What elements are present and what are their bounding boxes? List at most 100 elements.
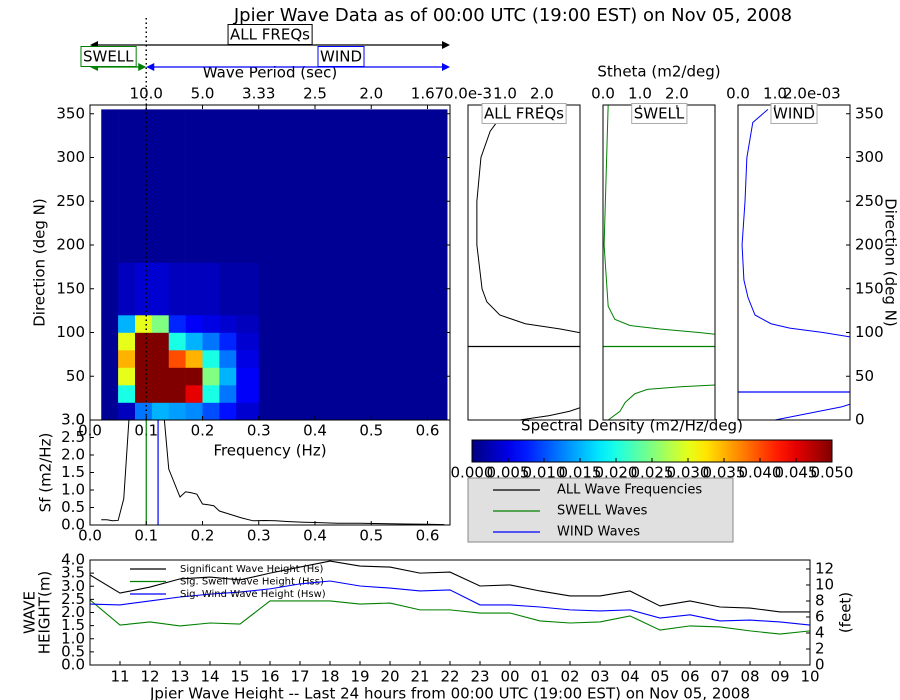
heatmap-cell [219, 315, 237, 333]
x-tick-label: 0.5 [359, 422, 383, 440]
label-box [770, 103, 818, 124]
x2-tick-label: 2.5 [303, 85, 327, 103]
x-tick-label: 2.0 [665, 85, 689, 103]
x-tick-label: 0.3 [247, 422, 271, 440]
heatmap-cell [168, 350, 186, 368]
annotation: WIND [320, 48, 362, 66]
x2-axis-title: Wave Period (sec) [203, 64, 337, 82]
y-tick-label: 100 [855, 323, 884, 341]
y-tick-label: 200 [56, 236, 85, 254]
heatmap-cell [151, 367, 170, 386]
x-tick-label: 1.0 [763, 85, 787, 103]
x-tick-label: 19 [350, 668, 369, 686]
heatmap-cell [151, 262, 170, 316]
arrow-head [442, 63, 450, 71]
x-tick-label: 14 [200, 668, 219, 686]
y-tick-label: 3.0 [61, 577, 85, 595]
colorbar-tick-label: 0.010 [523, 464, 566, 482]
x-tick-label: 1.0 [493, 85, 517, 103]
y2-axis-title: (feet) [837, 592, 855, 633]
legend-label: Sig. Swell Wave Height (Hss) [180, 577, 324, 588]
y-axis-title: Direction (deg N) [882, 198, 900, 327]
annotation: ALL FREQs [230, 26, 310, 44]
x-tick-label: 0.4 [303, 422, 327, 440]
y-tick-label: 2.5 [61, 428, 85, 446]
y-tick-label: 3.5 [61, 564, 85, 582]
x-tick-label: 0.0e-3 [444, 85, 492, 103]
x-tick-label: 0.6 [416, 422, 440, 440]
x-tick-label: 1.0 [628, 85, 652, 103]
y2-tick-label: 12 [815, 559, 834, 577]
x-tick-label: 16 [260, 668, 279, 686]
heatmap-cell [135, 109, 153, 263]
y-tick-label: 50 [855, 367, 874, 385]
x-axis-title: Frequency (Hz) [213, 442, 326, 460]
heatmap-cell [258, 367, 448, 386]
x-tick-label: 07 [710, 668, 729, 686]
x-tick-label: 04 [620, 668, 639, 686]
label-box [481, 103, 567, 124]
heatmap-cell [118, 262, 136, 316]
heatmap-cell [258, 385, 448, 403]
arrow-head [138, 63, 147, 71]
heatmap-cell [202, 367, 220, 386]
legend-label: SWELL Waves [557, 504, 648, 519]
y-axis-title: HEIGHT(m) [36, 571, 54, 655]
heatmap-cell [185, 332, 203, 351]
heatmap-cell [236, 262, 260, 316]
x-tick-label: 15 [230, 668, 249, 686]
y2-tick-label: 6 [815, 607, 825, 625]
heatmap-cell [258, 332, 448, 351]
heatmap-cell [151, 385, 170, 403]
heatmap-cell [135, 350, 153, 368]
colorbar-tick-label: 0.045 [775, 464, 818, 482]
y-tick-label: 150 [56, 279, 85, 297]
x-tick-label: 11 [110, 668, 129, 686]
legend-label: Sig. Wind Wave Height (Hsw) [180, 589, 326, 600]
y-tick-label: 350 [855, 104, 884, 122]
y-tick-label: 4.0 [61, 551, 85, 569]
heatmap-cell [185, 367, 203, 386]
x-tick-label: 0.2 [191, 422, 215, 440]
heatmap-cell [118, 315, 136, 333]
series-line [90, 580, 810, 626]
y-tick-label: 1.0 [61, 629, 85, 647]
x-tick-label: 20 [380, 668, 399, 686]
x-tick-label: 05 [650, 668, 669, 686]
colorbar-tick-label: 0.035 [703, 464, 746, 482]
heatmap-cell [236, 350, 260, 368]
x-tick-label: 0.0 [591, 85, 615, 103]
heatmap-cell [202, 109, 220, 263]
heatmap-cell [118, 402, 136, 421]
heatmap-cell [168, 262, 186, 316]
x2-tick-label: 3.33 [242, 85, 275, 103]
arrow-head [146, 63, 155, 71]
x-axis-title: Stheta (m2/deg) [597, 63, 720, 81]
y-tick-label: 250 [855, 192, 884, 210]
x2-tick-label: 1.67 [411, 85, 444, 103]
heatmap-cell [118, 350, 136, 368]
y-tick-label: 350 [56, 104, 85, 122]
heatmap-cell [101, 367, 119, 386]
x2-tick-label: 10.0 [130, 85, 163, 103]
label-box [227, 24, 313, 45]
x-tick-label: 02 [560, 668, 579, 686]
heatmap-cell [219, 332, 237, 351]
heatmap-cell [101, 402, 119, 421]
legend-label: ALL Wave Frequencies [557, 483, 702, 498]
colorbar-title: Spectral Density (m2/Hz/deg) [521, 417, 743, 435]
heatmap-cell [202, 332, 220, 351]
heatmap-cell [202, 350, 220, 368]
y-tick-label: 300 [855, 148, 884, 166]
colorbar-tick-label: 0.050 [811, 464, 854, 482]
x-axis-title: Jpier Wave Height -- Last 24 hours from … [149, 685, 750, 700]
series-line [90, 560, 810, 613]
heatmap-cell [236, 385, 260, 403]
heatmap-cell [258, 315, 448, 333]
heatmap-cell [168, 315, 186, 333]
arrow-head [442, 41, 450, 49]
y-tick-label: 1.0 [61, 481, 85, 499]
x-tick-label: 01 [530, 668, 549, 686]
y-tick-label: 100 [56, 323, 85, 341]
x-tick-label: 13 [170, 668, 189, 686]
